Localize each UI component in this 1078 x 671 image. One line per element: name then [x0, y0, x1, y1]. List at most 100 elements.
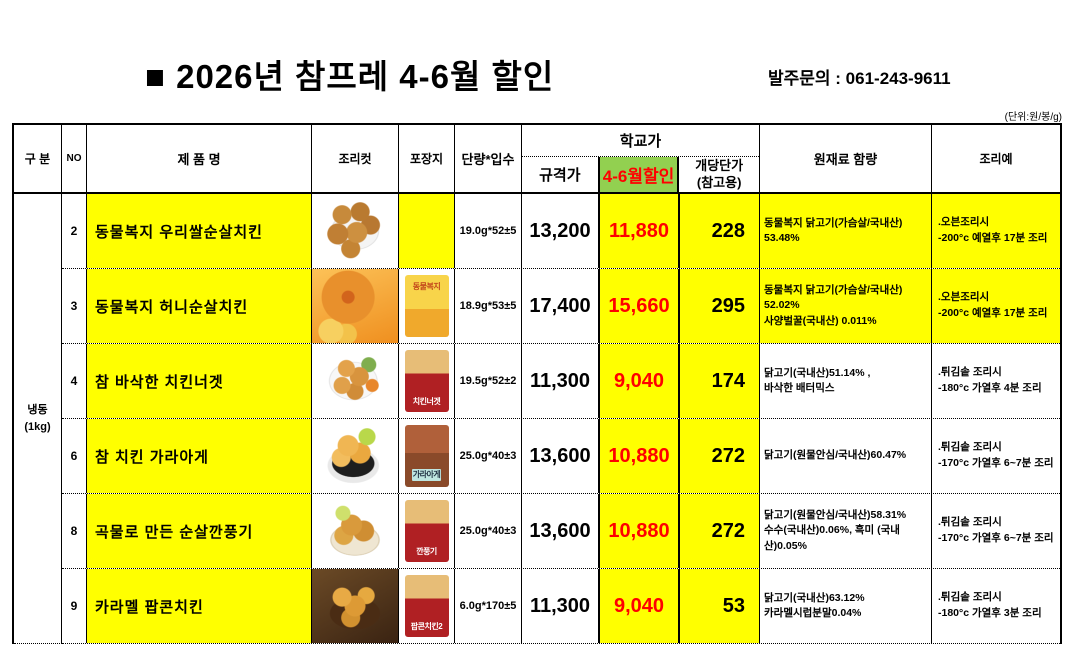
header-ingredients: 원재료 함량	[760, 125, 932, 192]
unit-price: 228	[680, 194, 760, 268]
package-photo: 동물복지	[399, 269, 455, 343]
product-name: 카라멜 팝콘치킨	[87, 569, 312, 643]
package-bag: 깐풍기	[404, 500, 449, 562]
row-number: 8	[62, 494, 87, 568]
ingredients: 동물복지 닭고기(가슴살/국내산) 52.02% 사양벌꿀(국내산) 0.011…	[760, 269, 932, 343]
unit-price: 53	[680, 569, 760, 643]
product-photo	[312, 269, 399, 343]
table-row: 2 동물복지 우리쌀순살치킨 19.0g*52±5 13,200 11,880 …	[62, 194, 1060, 269]
cooking-method: .오븐조리시 -200°c 예열후 17분 조리	[932, 269, 1060, 343]
standard-price: 13,200	[522, 194, 600, 268]
category-label: 냉동	[27, 404, 48, 416]
package-bag: 치킨너겟	[404, 350, 449, 412]
table-rows: 2 동물복지 우리쌀순살치킨 19.0g*52±5 13,200 11,880 …	[62, 194, 1060, 644]
food-photo	[312, 569, 398, 643]
ingredients: 닭고기(원물안심/국내산)58.31% 수수(국내산)0.06%, 흑미 (국내…	[760, 494, 932, 568]
cooking-method: .튀김솥 조리시 -180°c 가열후 4분 조리	[938, 366, 1042, 394]
unit-price: 272	[680, 494, 760, 568]
package-label: 가라아게	[411, 469, 442, 481]
discount-price: 10,880	[600, 494, 680, 568]
standard-price: 17,400	[522, 269, 600, 343]
package-label: 동물복지	[412, 282, 441, 291]
category-cell: 냉동 (1kg)	[14, 194, 62, 644]
unit-price: 174	[680, 344, 760, 418]
order-contact: 발주문의 : 061-243-9611	[768, 69, 951, 88]
unit-note: (단위:원/봉/g)	[1004, 112, 1062, 123]
row-number: 2	[62, 194, 87, 268]
unit-qty: 18.9g*53±5	[455, 269, 522, 343]
header-unit-price: 개당단가 (참고용)	[679, 157, 759, 192]
product-name: 참 바삭한 치킨너겟	[87, 344, 312, 418]
header-unit-price-line2: (참고용)	[696, 174, 742, 190]
package-photo: 깐풍기	[399, 494, 455, 568]
table-row: 9 카라멜 팝콘치킨 팝콘치킨2 6.0g*170±5 11,300 9,040…	[62, 569, 1060, 644]
row-number: 4	[62, 344, 87, 418]
food-photo	[312, 419, 398, 493]
product-photo	[312, 494, 399, 568]
product-photo	[312, 194, 399, 268]
header-product: 제 품 명	[87, 125, 312, 192]
page-title: ■ 2026년 참프레 4-6월 할인	[145, 58, 555, 95]
package-photo: 치킨너겟	[399, 344, 455, 418]
package-bag: 가라아게	[404, 425, 449, 487]
unit-qty: 19.5g*52±2	[455, 344, 522, 418]
header-school-price-group: 학교가 규격가 4-6월할인 개당단가 (참고용)	[522, 125, 760, 192]
food-photo	[312, 494, 398, 568]
header-package: 포장지	[399, 125, 455, 192]
ingredients: 동물복지 닭고기(가슴살/국내산) 53.48%	[760, 194, 932, 268]
standard-price: 11,300	[522, 344, 600, 418]
header-unit-price-line1: 개당단가	[695, 158, 744, 174]
product-photo	[312, 344, 399, 418]
header-discount-price: 4-6월할인	[599, 157, 680, 192]
header-category: 구 분	[14, 125, 62, 192]
product-name: 동물복지 허니순살치킨	[87, 269, 312, 343]
discount-price: 10,880	[600, 419, 680, 493]
standard-price: 13,600	[522, 419, 600, 493]
table-body: 냉동 (1kg) 2 동물복지 우리쌀순살치킨 19.0g*52±5 13,20…	[14, 194, 1060, 644]
table-row: 3 동물복지 허니순살치킨 동물복지 18.9g*53±5 17,400 15,…	[62, 269, 1060, 344]
table-row: 8 곡물로 만든 순살깐풍기 깐풍기 25.0g*40±3 13,600 10,…	[62, 494, 1060, 569]
cooking-method: .오븐조리시 -200°c 예열후 17분 조리	[932, 194, 1060, 268]
price-table: 구 분 NO 제 품 명 조리컷 포장지 단량*입수 학교가 규격가 4-6월할…	[12, 123, 1062, 644]
header-unit-qty: 단량*입수	[455, 125, 522, 192]
header-no: NO	[62, 125, 87, 192]
product-photo	[312, 569, 399, 643]
row-number: 3	[62, 269, 87, 343]
header-standard-price: 규격가	[522, 157, 600, 192]
package-photo: 팝콘치킨2	[399, 569, 455, 643]
food-photo	[312, 269, 398, 343]
package-label: 깐풍기	[416, 547, 437, 556]
cooking-method: .튀김솥 조리시 -170°c 가열후 6~7분 조리	[938, 516, 1054, 544]
header-photo: 조리컷	[312, 125, 399, 192]
discount-price: 9,040	[600, 569, 680, 643]
package-photo: 가라아게	[399, 419, 455, 493]
table-header: 구 분 NO 제 품 명 조리컷 포장지 단량*입수 학교가 규격가 4-6월할…	[14, 125, 1060, 194]
unit-qty: 25.0g*40±3	[455, 419, 522, 493]
discount-price: 15,660	[600, 269, 680, 343]
package-bag: 동물복지	[404, 275, 449, 337]
standard-price: 11,300	[522, 569, 600, 643]
food-photo	[312, 344, 398, 418]
unit-qty: 6.0g*170±5	[455, 569, 522, 643]
product-name: 곡물로 만든 순살깐풍기	[87, 494, 312, 568]
ingredients: 닭고기(국내산)51.14% , 바삭한 배터믹스	[760, 344, 932, 418]
package-label: 팝콘치킨2	[410, 622, 443, 631]
unit-qty: 25.0g*40±3	[455, 494, 522, 568]
discount-price: 9,040	[600, 344, 680, 418]
unit-price: 295	[680, 269, 760, 343]
package-label: 치킨너겟	[412, 397, 441, 406]
category-sub-label: (1kg)	[24, 420, 51, 433]
unit-price: 272	[680, 419, 760, 493]
row-number: 6	[62, 419, 87, 493]
package-bag: 팝콘치킨2	[404, 575, 449, 637]
header-school-price: 학교가	[522, 125, 759, 157]
product-photo	[312, 419, 399, 493]
row-number: 9	[62, 569, 87, 643]
standard-price: 13,600	[522, 494, 600, 568]
table-row: 4 참 바삭한 치킨너겟 치킨너겟 19.5g*52±2 11,300 9,04…	[62, 344, 1060, 419]
food-photo	[312, 194, 398, 268]
discount-price: 11,880	[600, 194, 680, 268]
cooking-method: .튀김솥 조리시 -180°c 가열후 3분 조리	[938, 591, 1042, 619]
cooking-method: .튀김솥 조리시 -170°c 가열후 6~7분 조리	[938, 441, 1054, 469]
